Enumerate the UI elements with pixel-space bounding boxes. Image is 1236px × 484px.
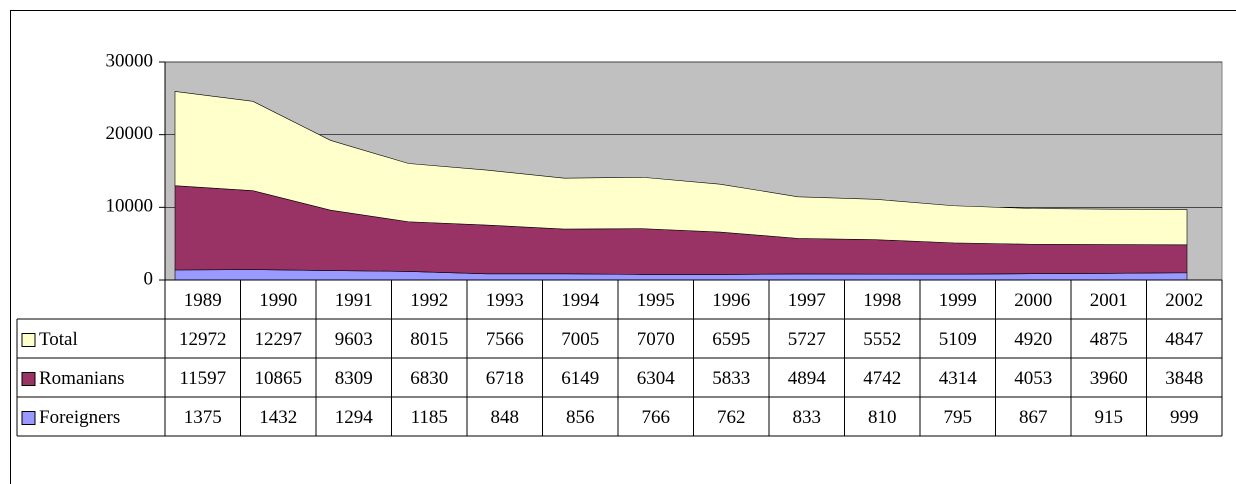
table-value: 856 bbox=[566, 407, 595, 428]
x-tick-label: 1989 bbox=[184, 290, 222, 311]
table-value: 7566 bbox=[486, 329, 524, 350]
legend-label: Foreigners bbox=[39, 407, 120, 428]
table-value: 766 bbox=[642, 407, 671, 428]
x-tick-label: 2002 bbox=[1165, 290, 1203, 311]
legend-label: Total bbox=[39, 329, 78, 350]
x-tick-label: 2000 bbox=[1014, 290, 1052, 311]
x-tick-label: 1999 bbox=[939, 290, 977, 311]
table-value: 1185 bbox=[411, 407, 448, 428]
table-value: 5109 bbox=[939, 329, 977, 350]
x-tick-label: 1992 bbox=[410, 290, 448, 311]
table-value: 4920 bbox=[1014, 329, 1052, 350]
table-value: 4894 bbox=[788, 368, 827, 389]
table-value: 999 bbox=[1170, 407, 1199, 428]
table-value: 810 bbox=[868, 407, 897, 428]
x-tick-label: 1998 bbox=[863, 290, 901, 311]
table-value: 833 bbox=[793, 407, 822, 428]
x-tick-label: 1991 bbox=[335, 290, 373, 311]
legend-label: Romanians bbox=[39, 368, 125, 389]
x-tick-label: 1996 bbox=[712, 290, 750, 311]
y-tick-label: 30000 bbox=[106, 50, 154, 71]
table-value: 5727 bbox=[788, 329, 826, 350]
table-value: 4875 bbox=[1090, 329, 1128, 350]
table-value: 6830 bbox=[410, 368, 448, 389]
table-value: 9603 bbox=[335, 329, 373, 350]
x-tick-label: 2001 bbox=[1090, 290, 1128, 311]
table-value: 4742 bbox=[863, 368, 901, 389]
y-tick-label: 20000 bbox=[106, 123, 154, 144]
table-value: 7070 bbox=[637, 329, 675, 350]
table-value: 6149 bbox=[561, 368, 599, 389]
table-value: 5552 bbox=[863, 329, 901, 350]
table-value: 5833 bbox=[712, 368, 750, 389]
table-value: 6718 bbox=[486, 368, 524, 389]
table-value: 4847 bbox=[1165, 329, 1203, 350]
x-tick-label: 1994 bbox=[561, 290, 600, 311]
table-value: 762 bbox=[717, 407, 746, 428]
table-value: 3848 bbox=[1165, 368, 1203, 389]
table-value: 4053 bbox=[1014, 368, 1052, 389]
y-tick-label: 0 bbox=[144, 268, 154, 289]
x-tick-label: 1993 bbox=[486, 290, 524, 311]
table-value: 795 bbox=[944, 407, 973, 428]
table-value: 1294 bbox=[335, 407, 374, 428]
table-value: 7005 bbox=[561, 329, 599, 350]
table-value: 12972 bbox=[179, 329, 227, 350]
x-tick-label: 1997 bbox=[788, 290, 826, 311]
x-tick-label: 1990 bbox=[259, 290, 297, 311]
table-value: 6595 bbox=[712, 329, 750, 350]
table-value: 12297 bbox=[255, 329, 303, 350]
area bbox=[174, 91, 1188, 246]
legend-swatch bbox=[21, 411, 36, 425]
table-value: 8015 bbox=[410, 329, 448, 350]
table-value: 11597 bbox=[179, 368, 226, 389]
legend-swatch bbox=[21, 372, 36, 386]
x-tick-label: 1995 bbox=[637, 290, 675, 311]
table-value: 848 bbox=[491, 407, 520, 428]
table-value: 915 bbox=[1095, 407, 1124, 428]
table-value: 867 bbox=[1019, 407, 1048, 428]
table-value: 3960 bbox=[1090, 368, 1128, 389]
chart-border bbox=[10, 10, 1236, 484]
table-value: 4314 bbox=[939, 368, 978, 389]
table-value: 1375 bbox=[184, 407, 222, 428]
table-value: 1432 bbox=[259, 407, 297, 428]
table-value: 10865 bbox=[255, 368, 303, 389]
table-value: 6304 bbox=[637, 368, 676, 389]
table-value: 8309 bbox=[335, 368, 373, 389]
legend-swatch bbox=[21, 333, 36, 347]
y-tick-label: 10000 bbox=[106, 196, 154, 217]
